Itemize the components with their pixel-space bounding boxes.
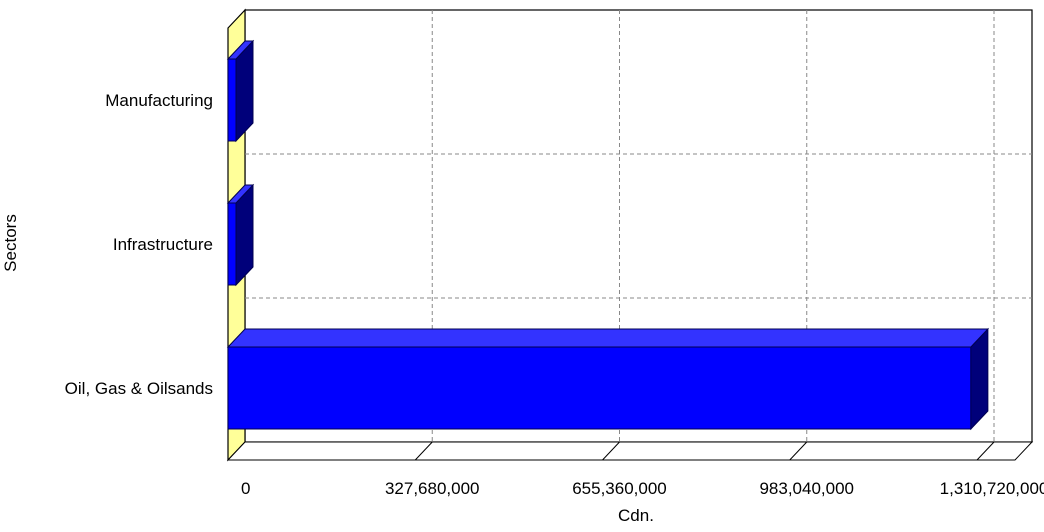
- bar-top: [226, 40, 255, 60]
- x-tick-label: 1,310,720,000: [940, 479, 1044, 498]
- bar-top: [226, 184, 255, 204]
- y-tick-label: Oil, Gas & Oilsands: [65, 379, 213, 398]
- y-tick-label: Infrastructure: [113, 235, 213, 254]
- x-tick-label: 655,360,000: [572, 479, 667, 498]
- x-tick-mark: [414, 441, 433, 461]
- x-axis-title: Cdn.: [618, 506, 654, 525]
- bar: [226, 183, 255, 287]
- bar-top: [226, 328, 990, 348]
- x-tick-mark: [976, 441, 995, 461]
- x-tick-label: 327,680,000: [385, 479, 480, 498]
- bar-front: [227, 202, 237, 286]
- bar: [226, 39, 255, 143]
- y-axis-title: Sectors: [1, 214, 20, 272]
- bar: [226, 327, 990, 431]
- x-tick-mark: [789, 441, 808, 461]
- x-tick-label: 983,040,000: [759, 479, 854, 498]
- plot-floor: [226, 441, 1034, 461]
- bar-front: [227, 58, 237, 142]
- x-tick-mark: [602, 441, 620, 461]
- y-tick-label: Manufacturing: [105, 91, 213, 110]
- x-tick-label: 0: [241, 479, 250, 498]
- bar-front: [227, 346, 972, 430]
